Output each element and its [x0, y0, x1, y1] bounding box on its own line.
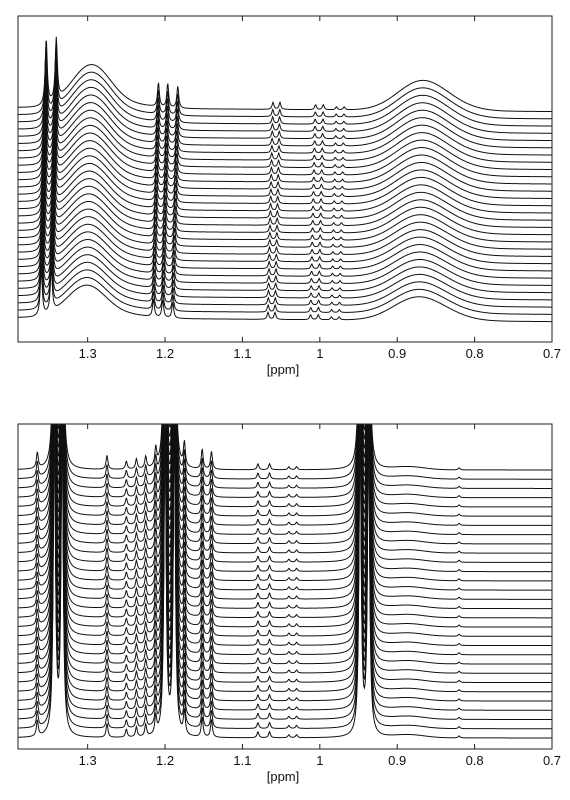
x-axis-label: [ppm] — [267, 769, 300, 784]
x-tick-label: 0.9 — [388, 346, 406, 361]
spectrum-trace-7 — [18, 424, 552, 526]
spectrum-trace-6 — [18, 424, 552, 517]
spectrum-trace-19 — [18, 424, 552, 637]
x-tick-label: 1.1 — [233, 346, 251, 361]
spectrum-trace-12 — [18, 124, 552, 192]
spectrum-trace-20 — [18, 188, 552, 250]
spectrum-trace-1 — [18, 424, 552, 471]
x-tick-label: 1.3 — [79, 346, 97, 361]
spectrum-trace-24 — [18, 220, 552, 279]
x-tick-label: 1.2 — [156, 753, 174, 768]
spectrum-trace-12 — [18, 424, 552, 573]
spectrum-trace-28 — [18, 252, 552, 308]
x-axis: 1.3 1.2 1.1 1 0.9 0.8 0.7 [ppm] — [79, 16, 561, 377]
spectrum-trace-8 — [18, 92, 552, 163]
nmr-stacked-spectra-chart-bottom: 1.3 1.2 1.1 1 0.9 0.8 0.7 [ppm] — [17, 423, 561, 784]
spectrum-trace-3 — [18, 424, 552, 489]
spectrum-trace-2 — [18, 44, 552, 120]
x-tick-label: 1.2 — [156, 346, 174, 361]
spectrum-trace-9 — [18, 424, 552, 545]
x-tick-label: 0.8 — [466, 753, 484, 768]
spectrum-trace-24 — [18, 424, 552, 684]
spectrum-trace-10 — [18, 424, 552, 554]
spectra-traces — [18, 424, 552, 739]
spectrum-trace-1 — [18, 36, 552, 113]
spectrum-trace-2 — [18, 424, 552, 480]
spectrum-trace-5 — [18, 68, 552, 142]
spectrum-trace-16 — [18, 424, 552, 610]
spectrum-trace-9 — [18, 100, 552, 170]
spectrum-trace-7 — [18, 84, 552, 156]
spectrum-trace-14 — [18, 140, 552, 207]
plot-frame — [17, 15, 553, 343]
spectrum-trace-30 — [18, 268, 552, 323]
spectrum-trace-20 — [18, 424, 552, 647]
spectrum-trace-21 — [18, 424, 552, 656]
spectrum-trace-25 — [18, 228, 552, 286]
spectra-traces — [18, 36, 552, 323]
spectrum-trace-15 — [18, 148, 552, 214]
spectrum-trace-14 — [18, 424, 552, 591]
spectrum-trace-13 — [18, 424, 552, 582]
spectrum-trace-26 — [18, 236, 552, 294]
spectrum-trace-25 — [18, 424, 552, 693]
spectrum-trace-22 — [18, 424, 552, 665]
x-tick-label: 1.3 — [79, 753, 97, 768]
spectrum-trace-4 — [18, 424, 552, 499]
nmr-spectra-panel-top: 1.3 1.2 1.1 1 0.9 0.8 0.7 [ppm] — [17, 15, 561, 377]
spectrum-trace-28 — [18, 424, 552, 720]
x-tick-label: 0.7 — [543, 346, 561, 361]
spectrum-trace-18 — [18, 172, 552, 236]
spectrum-trace-6 — [18, 76, 552, 149]
spectrum-trace-23 — [18, 212, 552, 272]
plot-frame — [17, 423, 553, 750]
spectrum-trace-23 — [18, 424, 552, 674]
x-axis: 1.3 1.2 1.1 1 0.9 0.8 0.7 [ppm] — [79, 424, 561, 784]
x-tick-label: 0.9 — [388, 753, 406, 768]
x-tick-label: 1 — [316, 346, 323, 361]
spectrum-trace-10 — [18, 108, 552, 178]
spectrum-trace-15 — [18, 424, 552, 600]
spectrum-trace-27 — [18, 424, 552, 711]
x-tick-label: 0.7 — [543, 753, 561, 768]
spectrum-trace-27 — [18, 244, 552, 301]
spectrum-trace-18 — [18, 424, 552, 628]
x-axis-label: [ppm] — [267, 362, 300, 377]
spectrum-trace-13 — [18, 132, 552, 199]
spectrum-trace-22 — [18, 204, 552, 265]
spectrum-trace-21 — [18, 196, 552, 257]
spectrum-trace-29 — [18, 424, 552, 730]
spectrum-trace-11 — [18, 116, 552, 185]
spectrum-trace-5 — [18, 424, 552, 508]
x-tick-label: 1.1 — [233, 753, 251, 768]
x-tick-label: 0.8 — [466, 346, 484, 361]
nmr-spectra-panel-bottom: 1.3 1.2 1.1 1 0.9 0.8 0.7 [ppm] — [0, 400, 570, 800]
spectrum-trace-17 — [18, 424, 552, 619]
spectrum-trace-8 — [18, 424, 552, 536]
spectrum-trace-29 — [18, 260, 552, 315]
spectrum-trace-11 — [18, 424, 552, 563]
spectrum-trace-30 — [18, 424, 552, 739]
spectrum-trace-4 — [18, 60, 552, 134]
spectrum-trace-26 — [18, 424, 552, 702]
spectrum-trace-16 — [18, 156, 552, 221]
nmr-stacked-spectra-chart-top: 1.3 1.2 1.1 1 0.9 0.8 0.7 [ppm] — [17, 15, 561, 377]
spectrum-trace-19 — [18, 180, 552, 243]
spectrum-trace-3 — [18, 52, 552, 127]
x-tick-label: 1 — [316, 753, 323, 768]
spectrum-trace-17 — [18, 164, 552, 228]
